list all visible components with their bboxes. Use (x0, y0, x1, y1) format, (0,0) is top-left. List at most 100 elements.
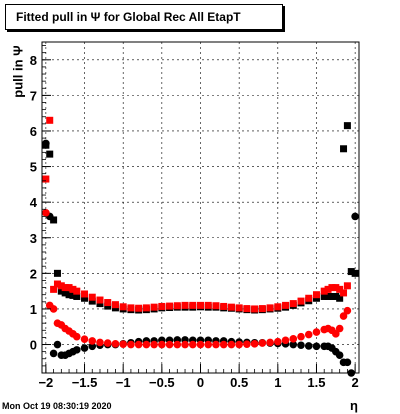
y-tick-label: 3 (30, 231, 37, 246)
data-point-square (347, 268, 355, 276)
data-point-square (50, 216, 58, 224)
data-point-square (332, 284, 340, 292)
data-point-circle (111, 340, 120, 348)
chart-title: Fitted pull in Ψ for Global Rec All Etap… (5, 4, 283, 30)
data-point-square (351, 269, 359, 277)
data-point-circle (212, 340, 220, 349)
data-point-square (343, 122, 351, 130)
data-point-square (111, 301, 119, 309)
data-point-square (73, 287, 81, 295)
data-point-square (336, 294, 344, 302)
data-point-square (69, 291, 77, 299)
x-tick-label: 1.5 (307, 375, 325, 390)
data-point-square (197, 301, 204, 309)
data-point-circle (274, 337, 282, 346)
y-tick-label: 7 (30, 88, 37, 103)
data-point-square (127, 304, 135, 312)
data-point-square (119, 303, 127, 311)
data-point-circle (96, 338, 104, 347)
x-tick-label: −0.5 (149, 375, 175, 390)
data-point-circle (235, 340, 243, 349)
data-point-square (324, 285, 332, 293)
data-point-square (328, 292, 336, 300)
data-point-square (251, 305, 259, 313)
data-point-circle (343, 358, 352, 367)
data-point-square (65, 291, 73, 299)
data-point-square (227, 303, 235, 311)
data-point-circle (312, 328, 321, 336)
x-tick-label: 1 (274, 375, 281, 390)
data-point-circle (339, 312, 348, 320)
data-point-square (173, 302, 181, 310)
data-point-square (289, 300, 297, 308)
data-point-square (274, 303, 282, 311)
data-point-circle (127, 340, 135, 349)
data-point-circle (173, 340, 182, 349)
y-tick-label: 8 (30, 53, 37, 68)
data-point-square (88, 293, 96, 301)
data-point-square (158, 302, 166, 310)
grid (42, 42, 359, 373)
data-point-circle (266, 338, 274, 347)
data-point-square (166, 302, 174, 310)
x-tick-label: −2 (38, 375, 53, 390)
data-point-circle (42, 139, 50, 148)
data-point-circle (42, 209, 50, 217)
data-point-square (104, 302, 112, 310)
data-point-square (46, 150, 54, 158)
data-marks (42, 116, 359, 377)
data-point-square (150, 303, 158, 311)
data-point-square (73, 292, 81, 300)
data-point-circle (219, 340, 228, 349)
y-tick-label: 1 (30, 302, 37, 317)
x-axis-label: η (350, 398, 358, 413)
data-point-square (181, 301, 189, 309)
data-point-circle (49, 349, 58, 358)
data-point-square (320, 292, 328, 300)
data-point-square (282, 301, 290, 309)
data-point-circle (289, 335, 298, 343)
data-point-square (340, 289, 348, 297)
data-point-square (96, 296, 104, 304)
data-point-circle (188, 340, 197, 349)
data-point-circle (103, 339, 112, 347)
date-stamp: Mon Oct 19 08:30:19 2020 (2, 401, 112, 411)
data-point-square (104, 299, 112, 307)
x-tick-label: 0.5 (230, 375, 248, 390)
data-point-square (297, 297, 305, 305)
data-point-square (61, 284, 69, 292)
data-point-circle (204, 340, 213, 349)
y-tick-label: 4 (30, 195, 38, 210)
data-point-circle (351, 212, 359, 221)
data-point-square (312, 291, 320, 299)
data-point-square (332, 292, 340, 300)
data-point-square (258, 305, 266, 313)
data-point-circle (258, 339, 267, 347)
data-point-circle (227, 340, 236, 349)
data-point-circle (312, 342, 321, 351)
data-point-square (212, 302, 220, 310)
data-point-circle (80, 344, 89, 352)
data-point-circle (165, 340, 174, 349)
y-tick-label: 6 (30, 124, 37, 139)
data-point-circle (53, 340, 62, 349)
data-point-square (88, 297, 96, 305)
data-point-square (320, 287, 328, 295)
data-point-circle (243, 340, 251, 348)
axes: −2 −1.5 −1 −0.5 0 0.5 1 1.5 2 0 1 2 3 4 5 6 7 8 (30, 45, 359, 390)
data-point-square (61, 289, 69, 297)
data-point-square (53, 280, 61, 288)
data-point-square (57, 282, 65, 290)
data-point-circle (304, 342, 313, 350)
data-point-circle (332, 330, 340, 338)
y-axis-label: pull in Ψ (10, 45, 26, 98)
data-point-square (53, 269, 61, 277)
data-point-square (81, 290, 89, 298)
data-point-square (57, 287, 65, 295)
data-point-circle (72, 346, 81, 354)
data-point-square (46, 116, 54, 124)
data-point-square (50, 285, 58, 293)
data-point-circle (297, 332, 305, 341)
data-point-square (312, 294, 320, 302)
